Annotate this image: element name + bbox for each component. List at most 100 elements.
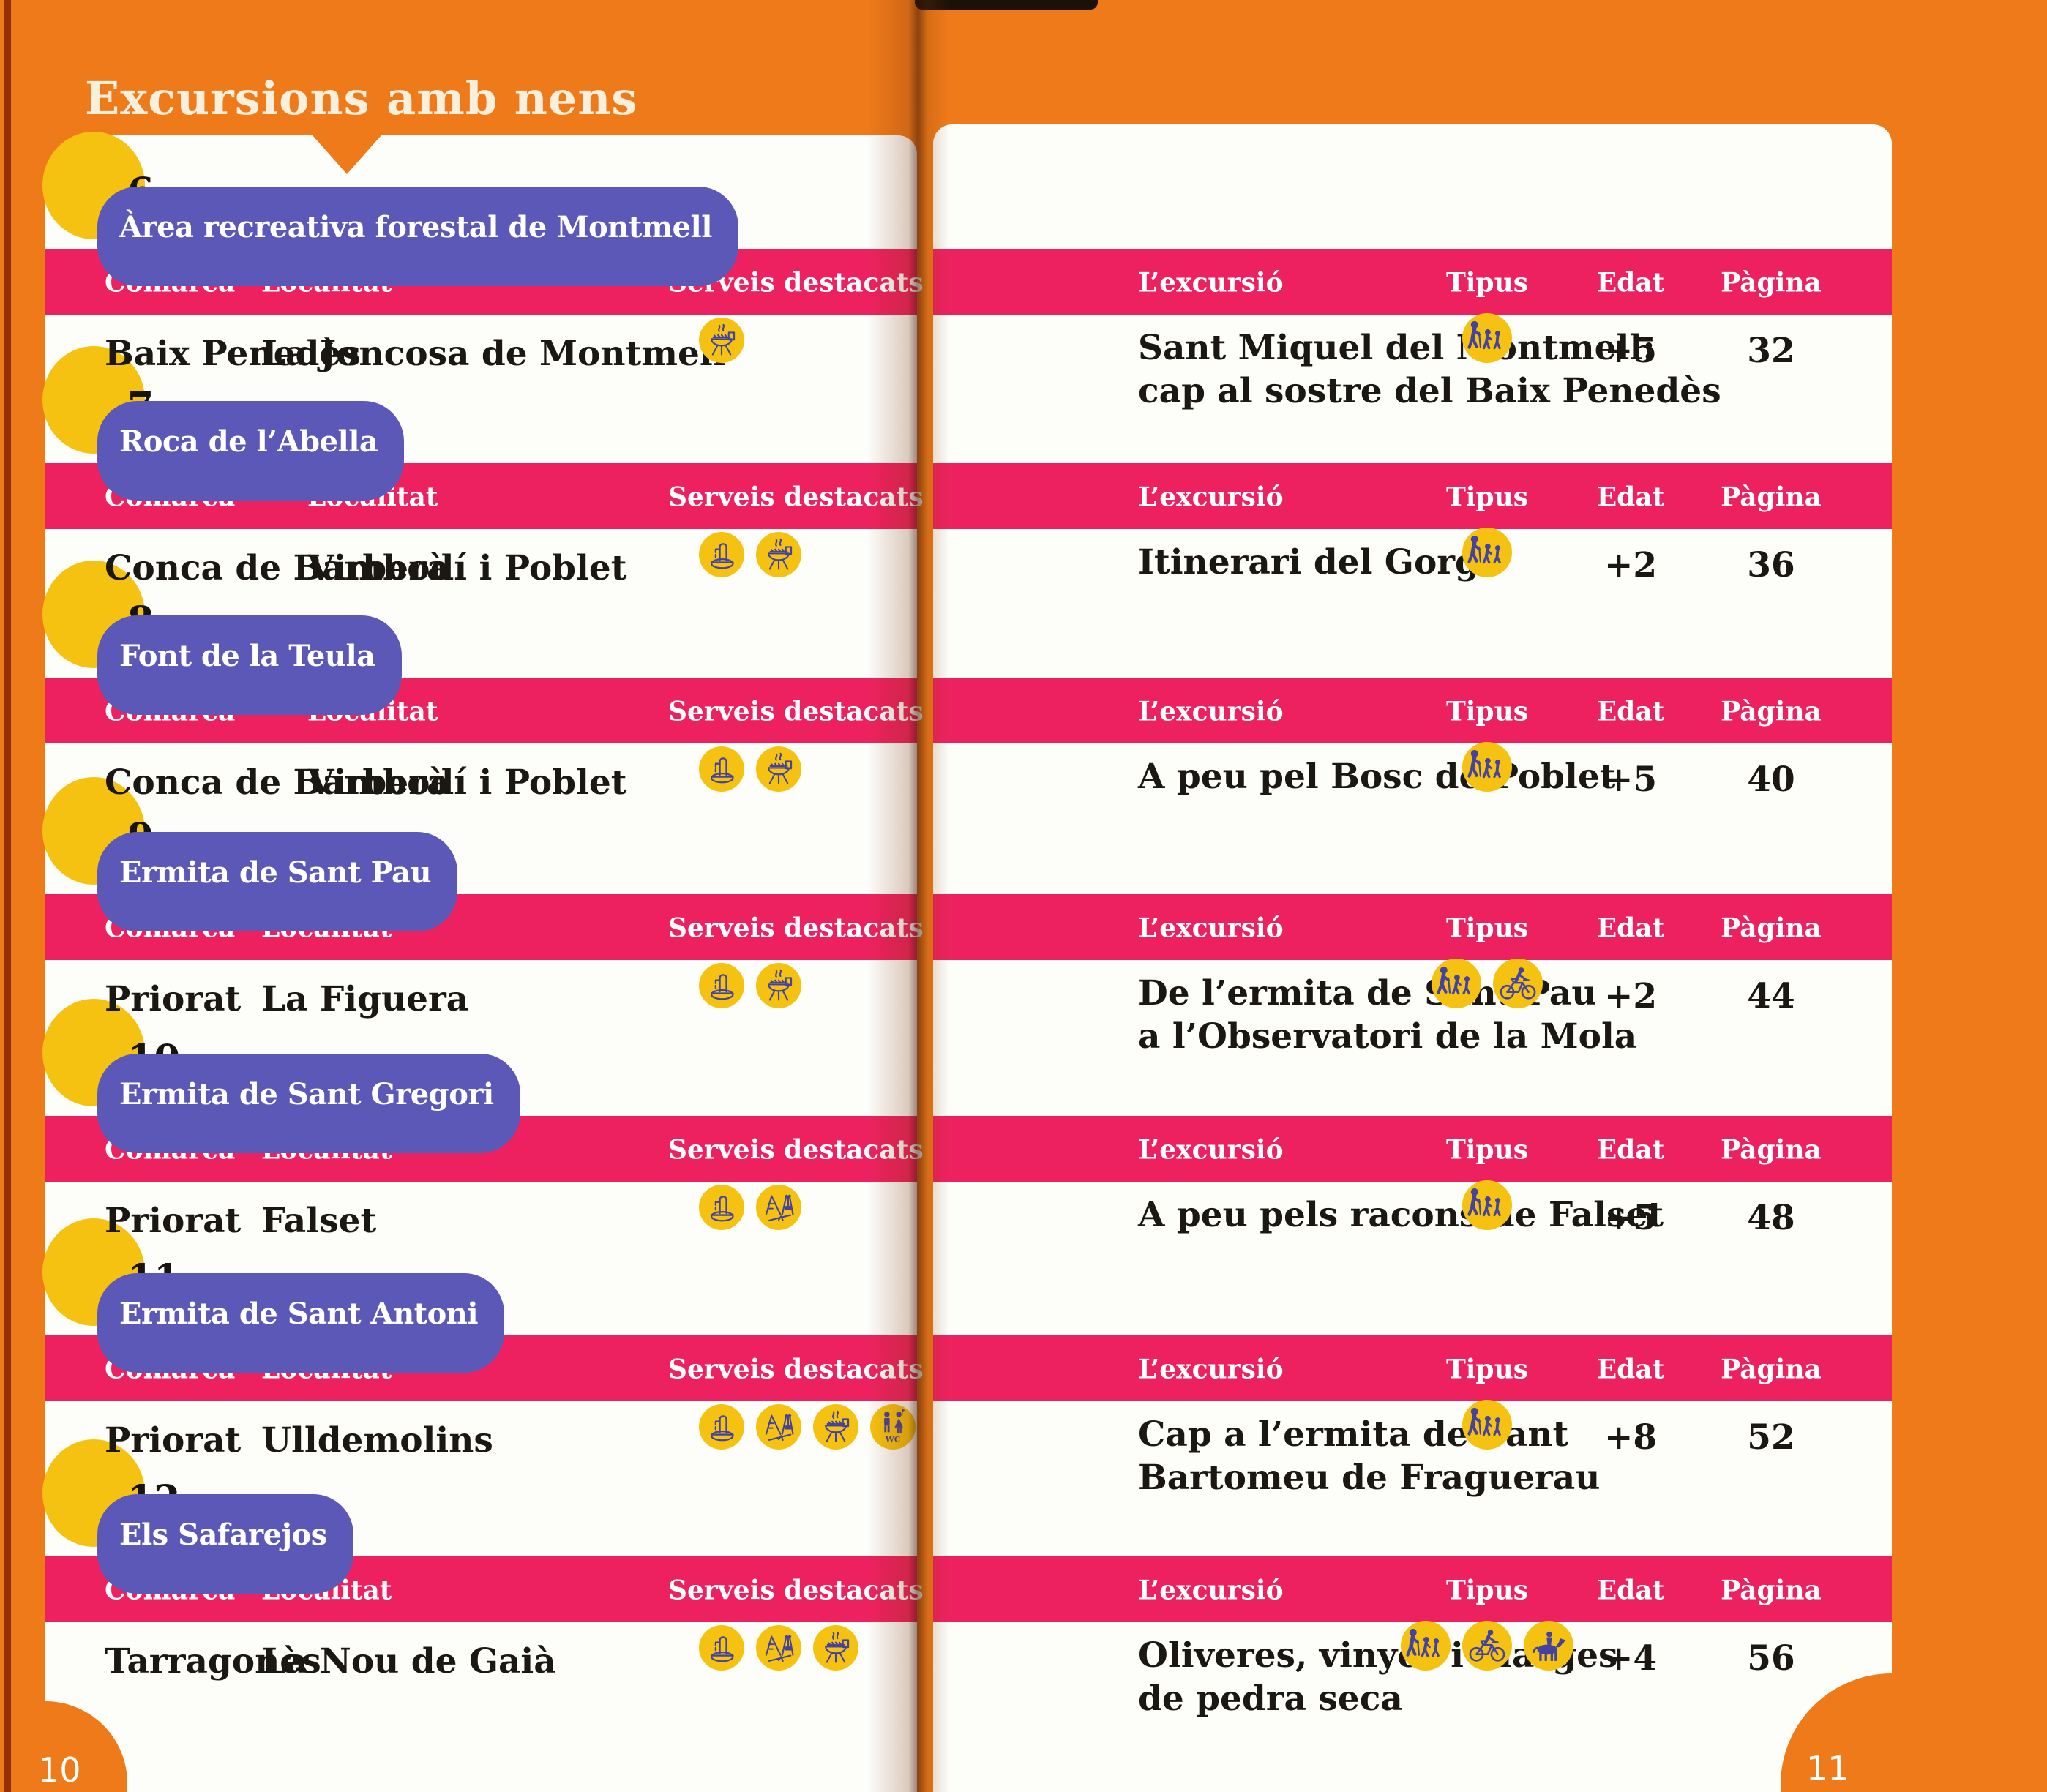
excursion-title-line: A peu pel Bosc de Poblet — [1138, 757, 1616, 797]
table-header-bar: L’excursió Tipus Edat Pàgina — [933, 249, 1892, 315]
comarca-value: Tarragonès — [105, 1641, 321, 1682]
excursio-header: L’excursió — [1138, 481, 1284, 513]
localitat-value: La Joncosa de Montmell — [261, 334, 726, 374]
fountain-icon — [699, 1185, 744, 1230]
table-header-bar: L’excursió Tipus Edat Pàgina — [933, 1116, 1892, 1182]
excursion-title: Cap a l’ermita de Sant Bartomeu de Frague… — [1138, 1413, 1600, 1499]
svg-text:WC: WC — [885, 1435, 900, 1444]
excursion-name-pill: Ermita de Sant Gregori — [97, 1054, 520, 1153]
book-spine-top — [915, 0, 1098, 10]
fountain-icon — [699, 963, 744, 1008]
excursio-header: L’excursió — [1138, 1354, 1284, 1385]
excursio-header: L’excursió — [1138, 912, 1284, 944]
playground-icon — [756, 1404, 801, 1450]
type-icons — [1462, 313, 1512, 363]
age-value: +4 — [1603, 1638, 1658, 1679]
fountain-icon — [699, 1625, 744, 1671]
excursion-name-pill: Ermita de Sant Antoni — [97, 1273, 505, 1373]
playground-icon — [756, 1625, 801, 1671]
age-value: +5 — [1603, 760, 1658, 800]
age-value: +8 — [1603, 1417, 1658, 1458]
excursion-title: A peu pel Bosc de Poblet — [1138, 755, 1616, 798]
hiking-icon — [1462, 313, 1512, 363]
comarca-value: Baix Penedès — [105, 334, 361, 374]
excursio-header: L’excursió — [1138, 696, 1284, 727]
type-icons — [1462, 1400, 1512, 1450]
edat-header: Edat — [1596, 1354, 1665, 1385]
excursion-title: Itinerari del Gorg — [1138, 541, 1479, 584]
cycling-icon — [1462, 1621, 1512, 1671]
pagina-header: Pàgina — [1721, 1354, 1822, 1385]
page-number-left: 10 — [38, 1750, 81, 1790]
horse-riding-icon — [1524, 1621, 1573, 1671]
age-value: +5 — [1603, 331, 1658, 371]
hiking-icon — [1462, 528, 1512, 577]
fountain-icon — [699, 532, 744, 577]
excursion-title-line: Cap a l’ermita de Sant — [1138, 1414, 1569, 1455]
edat-header: Edat — [1596, 912, 1665, 944]
type-icons — [1462, 742, 1512, 792]
age-value: +5 — [1603, 1198, 1658, 1238]
comarca-value: Priorat — [105, 1201, 242, 1241]
excursio-header: L’excursió — [1138, 267, 1284, 299]
services-icons — [699, 1625, 858, 1671]
services-icons — [699, 318, 744, 363]
table-header-bar: L’excursió Tipus Edat Pàgina — [933, 1556, 1892, 1622]
excursion-name-pill: Ermita de Sant Pau — [97, 832, 458, 931]
right-page: L’excursió Tipus Edat Pàgina Sant Miquel del… — [933, 124, 1892, 1792]
services-icons — [699, 746, 801, 792]
page-ref-value: 32 — [1747, 331, 1795, 371]
barbecue-icon — [756, 963, 801, 1008]
table-header-bar: L’excursió Tipus Edat Pàgina — [933, 894, 1892, 960]
page-ref-value: 56 — [1747, 1638, 1795, 1679]
serveis-header: Serveis destacats — [668, 1575, 924, 1606]
tipus-header: Tipus — [1445, 696, 1529, 727]
type-icons — [1432, 959, 1543, 1008]
table-header-bar: L’excursió Tipus Edat Pàgina — [933, 463, 1892, 529]
fountain-icon — [699, 746, 744, 792]
excursion-title-line: A peu pels racons de Falset — [1138, 1195, 1664, 1235]
scan-edge-line — [4, 0, 11, 1792]
serveis-header: Serveis destacats — [668, 481, 924, 513]
excursion-title-line: de pedra seca — [1138, 1679, 1403, 1719]
excursion-title-line: Itinerari del Gorg — [1138, 542, 1479, 582]
pagina-header: Pàgina — [1721, 696, 1822, 727]
barbecue-icon — [756, 532, 801, 577]
localitat-value: Falset — [261, 1201, 377, 1241]
table-header-bar: L’excursió Tipus Edat Pàgina — [933, 678, 1892, 743]
pagina-header: Pàgina — [1721, 481, 1822, 513]
edat-header: Edat — [1596, 1575, 1665, 1606]
services-icons — [699, 963, 801, 1008]
excursion-title-line: Sant Miquel del Montmell: — [1138, 328, 1655, 368]
pagina-header: Pàgina — [1721, 1134, 1822, 1166]
title-bubble-notch — [313, 135, 381, 174]
tipus-header: Tipus — [1445, 1354, 1529, 1385]
localitat-value: Vimbodí i Poblet — [307, 548, 627, 588]
page-number-right: 11 — [1806, 1749, 1849, 1788]
barbecue-icon — [813, 1404, 858, 1450]
excursion-name-pill: Àrea recreativa forestal de Montmell — [97, 187, 738, 286]
comarca-value: Conca de Barberà — [105, 548, 449, 588]
hiking-icon — [1432, 959, 1481, 1008]
type-icons — [1462, 1180, 1512, 1230]
services-icons — [699, 1185, 801, 1230]
type-icons — [1401, 1621, 1573, 1671]
barbecue-icon — [813, 1625, 858, 1671]
excursio-header: L’excursió — [1138, 1575, 1284, 1606]
services-icons — [699, 532, 801, 577]
hiking-icon — [1462, 1180, 1512, 1230]
playground-icon — [756, 1185, 801, 1230]
serveis-header: Serveis destacats — [668, 1354, 924, 1385]
cycling-icon — [1493, 959, 1543, 1008]
excursion-title-line: Bartomeu de Fraguerau — [1138, 1458, 1601, 1498]
pagina-header: Pàgina — [1721, 267, 1822, 299]
edat-header: Edat — [1596, 696, 1665, 727]
tipus-header: Tipus — [1445, 481, 1529, 513]
serveis-header: Serveis destacats — [668, 912, 924, 944]
localitat-value: Ulldemolins — [261, 1420, 493, 1461]
age-value: +2 — [1603, 545, 1658, 585]
serveis-header: Serveis destacats — [668, 696, 924, 727]
barbecue-icon — [699, 318, 744, 363]
edat-header: Edat — [1596, 481, 1665, 513]
